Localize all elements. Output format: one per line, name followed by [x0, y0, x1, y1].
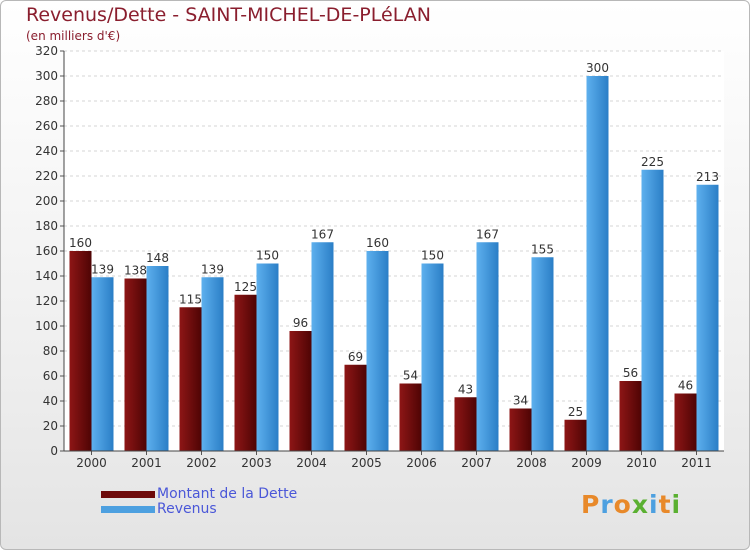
- y-tick-label: 320: [35, 44, 58, 58]
- y-tick-label: 140: [35, 269, 58, 283]
- logo-letter: o: [613, 490, 632, 519]
- bar-revenus: [366, 251, 389, 451]
- data-label: 160: [366, 236, 389, 250]
- y-tick-label: 100: [35, 319, 58, 333]
- data-label: 300: [586, 61, 609, 75]
- y-tick-label: 280: [35, 94, 58, 108]
- data-label: 54: [403, 369, 418, 383]
- bar-dette: [179, 307, 202, 451]
- data-label: 69: [348, 350, 363, 364]
- y-tick-label: 160: [35, 244, 58, 258]
- x-tick-label: 2004: [296, 456, 327, 470]
- bar-revenus: [311, 242, 334, 451]
- x-tick-label: 2011: [681, 456, 712, 470]
- legend-swatch-debt: [101, 491, 155, 498]
- logo-letter: x: [631, 490, 649, 519]
- x-tick-label: 2007: [461, 456, 492, 470]
- bar-revenus: [421, 263, 444, 451]
- chart-subtitle: (en milliers d'€): [26, 29, 121, 43]
- legend-label-revenue: Revenus: [157, 501, 217, 517]
- bar-dette: [399, 383, 422, 451]
- bar-dette: [69, 251, 92, 451]
- y-tick-label: 200: [35, 194, 58, 208]
- y-tick-label: 220: [35, 169, 58, 183]
- bar-revenus: [531, 257, 554, 451]
- bar-revenus: [586, 76, 609, 451]
- data-label: 139: [91, 262, 114, 276]
- data-label: 150: [421, 249, 444, 263]
- data-label: 213: [696, 170, 719, 184]
- data-label: 148: [146, 251, 169, 265]
- bar-revenus: [641, 169, 664, 451]
- y-tick-label: 120: [35, 294, 58, 308]
- bar-dette: [674, 393, 697, 451]
- y-tick-label: 0: [50, 444, 58, 458]
- bar-revenus: [146, 266, 169, 451]
- x-tick-label: 2009: [571, 456, 602, 470]
- x-tick-label: 2008: [516, 456, 547, 470]
- x-tick-label: 2002: [186, 456, 217, 470]
- bar-dette: [509, 408, 532, 451]
- y-tick-label: 240: [35, 144, 58, 158]
- x-tick-label: 2005: [351, 456, 382, 470]
- legend-label-debt: Montant de la Dette: [157, 486, 298, 502]
- data-label: 125: [234, 280, 257, 294]
- data-label: 46: [678, 379, 693, 393]
- legend-swatch-revenue: [101, 506, 155, 513]
- y-tick-label: 20: [43, 419, 58, 433]
- bar-revenus: [201, 277, 224, 451]
- data-label: 34: [513, 394, 528, 408]
- bar-dette: [344, 364, 367, 451]
- data-label: 155: [531, 242, 554, 256]
- data-label: 115: [179, 292, 202, 306]
- y-tick-label: 180: [35, 219, 58, 233]
- logo-letter: r: [600, 490, 614, 519]
- data-label: 138: [124, 264, 147, 278]
- bar-revenus: [476, 242, 499, 451]
- logo-letter: i: [671, 490, 682, 519]
- y-tick-label: 60: [43, 369, 58, 383]
- data-label: 139: [201, 262, 224, 276]
- chart-title: Revenus/Dette - SAINT-MICHEL-DE-PLéLAN: [26, 4, 431, 26]
- bar-revenus: [256, 263, 279, 451]
- data-label: 160: [69, 236, 92, 250]
- data-label: 150: [256, 249, 279, 263]
- x-tick-label: 2006: [406, 456, 437, 470]
- logo-letter: i: [649, 490, 659, 519]
- x-tick-label: 2001: [131, 456, 162, 470]
- x-tick-label: 2003: [241, 456, 272, 470]
- y-tick-label: 260: [35, 119, 58, 133]
- data-label: 167: [476, 227, 499, 241]
- x-tick-label: 2000: [76, 456, 107, 470]
- bar-dette: [454, 397, 477, 451]
- y-tick-label: 40: [43, 394, 58, 408]
- proxiti-logo: Proxiti: [581, 490, 681, 519]
- data-label: 167: [311, 227, 334, 241]
- data-label: 56: [623, 366, 638, 380]
- bar-dette: [124, 278, 147, 451]
- y-tick-label: 300: [35, 69, 58, 83]
- bar-revenus: [696, 184, 719, 451]
- bar-dette: [564, 419, 587, 451]
- logo-letter: P: [581, 490, 601, 519]
- bar-revenus: [91, 277, 114, 451]
- data-label: 43: [458, 382, 473, 396]
- y-tick-label: 80: [43, 344, 58, 358]
- logo-letter: t: [658, 490, 672, 519]
- bar-dette: [289, 331, 312, 451]
- data-label: 25: [568, 405, 583, 419]
- bar-dette: [234, 294, 257, 451]
- data-label: 96: [293, 316, 308, 330]
- x-tick-label: 2010: [626, 456, 657, 470]
- bar-dette: [619, 381, 642, 451]
- data-label: 225: [641, 155, 664, 169]
